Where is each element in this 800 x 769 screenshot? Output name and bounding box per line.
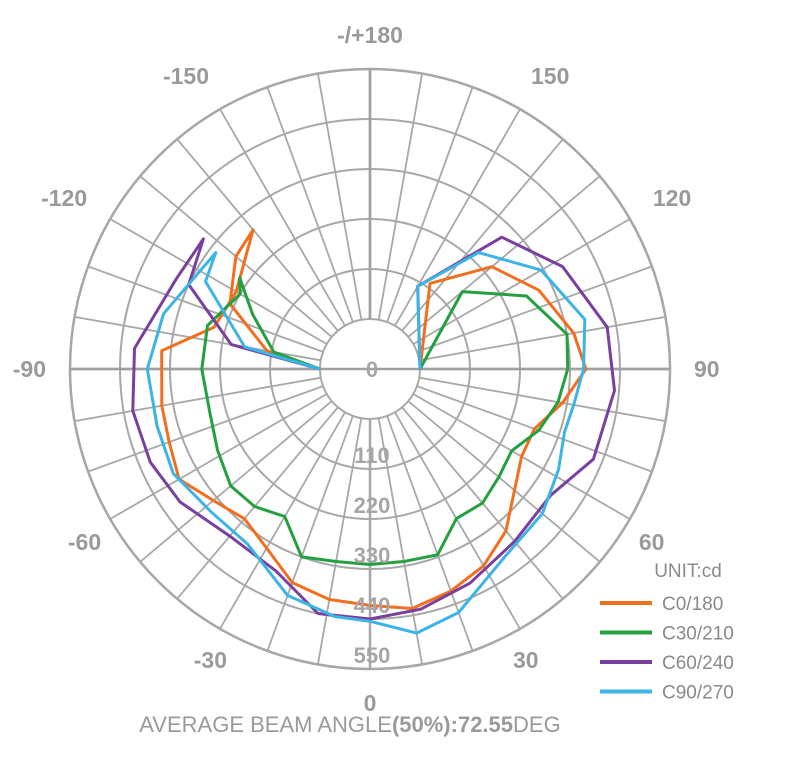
caption-value: (50%):72.55 <box>391 712 514 737</box>
angle-label-10: -120 <box>41 185 87 211</box>
spoke-340 <box>266 415 354 652</box>
spoke-290 <box>87 385 324 473</box>
spoke-220 <box>176 138 339 332</box>
spoke-350 <box>317 418 363 665</box>
spoke-140 <box>401 138 564 332</box>
spoke-320 <box>176 406 339 600</box>
angle-label-3: 90 <box>694 356 720 382</box>
series-line-c60-240 <box>131 235 616 621</box>
angle-label-0: -/+180 <box>337 22 403 48</box>
radial-tick-label-220: 220 <box>354 493 391 518</box>
spoke-100 <box>419 316 666 362</box>
series-line-c0-180 <box>160 228 588 610</box>
spoke-10 <box>377 418 423 665</box>
spoke-20 <box>386 415 474 652</box>
angle-label-9: -90 <box>13 356 46 382</box>
legend-label-3: C90/270 <box>662 683 734 704</box>
spoke-190 <box>317 73 363 320</box>
spoke-80 <box>419 376 666 422</box>
angle-label-2: 120 <box>653 185 691 211</box>
spoke-310 <box>139 400 333 563</box>
angle-label-7: -30 <box>194 647 227 673</box>
legend: UNIT:cd C0/180 C30/210 C60/240 C90/270 <box>600 561 734 704</box>
spoke-280 <box>74 376 321 422</box>
spoke-200 <box>266 86 354 323</box>
legend-label-1: C30/210 <box>662 624 734 645</box>
spoke-50 <box>407 400 601 563</box>
series-line-c90-270 <box>145 251 587 635</box>
legend-label-2: C60/240 <box>662 653 734 674</box>
radial-tick-label-110: 110 <box>354 443 390 468</box>
angle-label-1: 150 <box>531 63 569 89</box>
spoke-260 <box>74 316 321 362</box>
spoke-30 <box>394 411 521 630</box>
radial-tick-label-440: 440 <box>354 593 391 618</box>
angle-label-8: -60 <box>68 529 101 555</box>
angle-label-11: -150 <box>163 63 209 89</box>
angle-label-6: 0 <box>364 690 377 716</box>
spoke-210 <box>219 108 346 327</box>
spoke-130 <box>407 175 601 338</box>
spoke-150 <box>394 108 521 327</box>
spoke-110 <box>416 265 653 353</box>
spoke-170 <box>377 73 423 320</box>
spoke-330 <box>219 411 346 630</box>
radial-tick-label-550: 550 <box>354 643 391 668</box>
spoke-160 <box>386 86 474 323</box>
radial-tick-label-0: 0 <box>366 357 378 382</box>
legend-unit-label: UNIT:cd <box>654 561 722 582</box>
label-layer: -/+180 150 120 90 60 30 0 -30 -60 -90 -120 -150 0 110… <box>13 22 720 716</box>
caption-unit: DEG <box>513 712 561 737</box>
spoke-240 <box>109 218 328 345</box>
angle-label-5: 30 <box>513 647 539 673</box>
radial-tick-label-330: 330 <box>354 543 391 568</box>
caption-prefix: AVERAGE BEAM ANGLE <box>139 712 392 737</box>
average-beam-angle-caption: AVERAGE BEAM ANGLE(50%):72.55DEG <box>0 712 700 738</box>
series-layer <box>131 228 616 635</box>
legend-label-0: C0/180 <box>662 594 723 615</box>
angle-label-4: 60 <box>639 529 665 555</box>
